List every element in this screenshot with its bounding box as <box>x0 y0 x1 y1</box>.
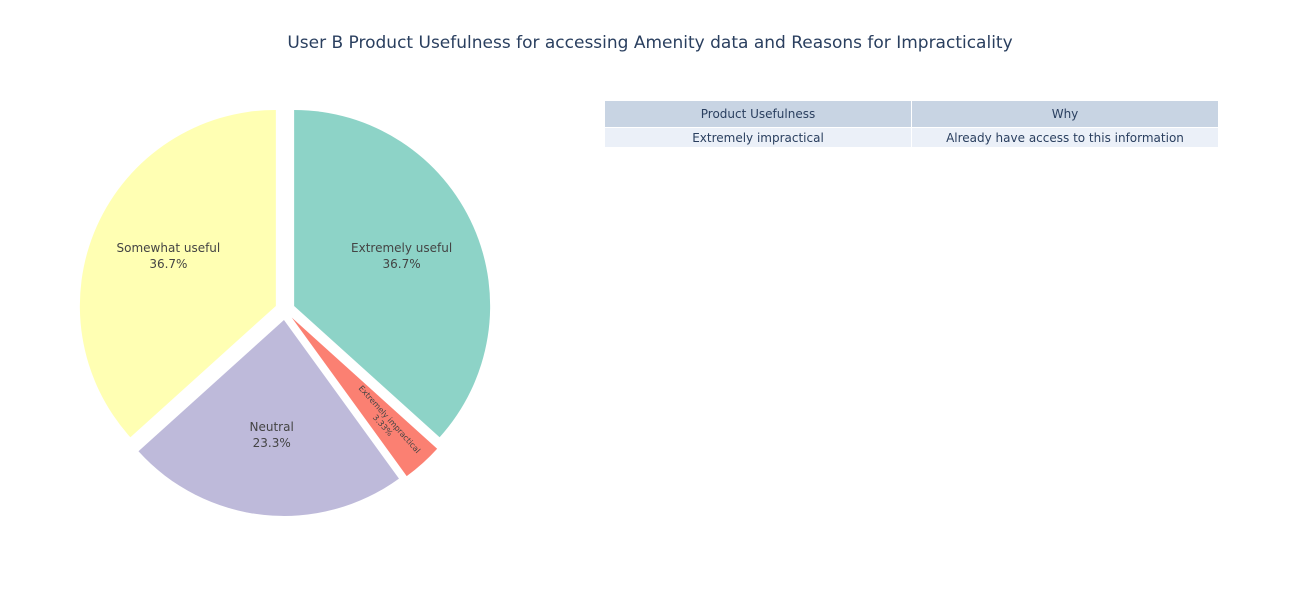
chart-title: User B Product Usefulness for accessing … <box>287 33 1013 53</box>
slice-label-extremely-useful: Extremely useful 36.7% <box>351 241 452 271</box>
reasons-table: Product Usefulness Why Extremely impract… <box>604 100 1219 148</box>
pie-slice-somewhat-useful <box>79 109 276 438</box>
table-header-row: Product Usefulness Why <box>604 100 1219 128</box>
cell-why: Already have access to this information <box>911 127 1219 148</box>
header-product-usefulness: Product Usefulness <box>604 100 912 128</box>
pie-slice-neutral <box>138 319 399 516</box>
slice-label-somewhat-useful: Somewhat useful 36.7% <box>117 241 221 271</box>
header-why: Why <box>911 100 1219 128</box>
pie-slice-extremely-useful <box>294 109 491 438</box>
pie-chart: Extremely useful 36.7%Extremely impractic… <box>79 109 491 516</box>
table-row: Extremely impractical Already have acces… <box>604 127 1219 148</box>
pie-slice-extremely-impractical <box>291 317 438 477</box>
slice-label-neutral: Neutral 23.3% <box>250 420 294 450</box>
cell-product-usefulness: Extremely impractical <box>604 127 912 148</box>
